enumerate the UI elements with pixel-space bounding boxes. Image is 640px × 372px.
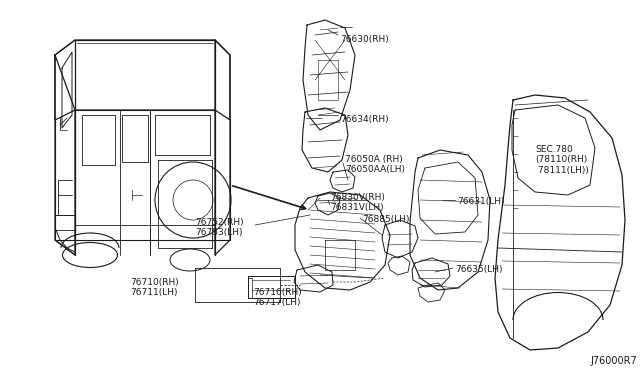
Text: 76635(LH): 76635(LH) xyxy=(455,265,502,274)
Text: 76716(RH)
76717(LH): 76716(RH) 76717(LH) xyxy=(253,288,301,307)
Text: 76710(RH)
76711(LH): 76710(RH) 76711(LH) xyxy=(130,278,179,297)
Text: 76885(LH): 76885(LH) xyxy=(362,215,410,224)
Text: J76000R7: J76000R7 xyxy=(590,356,637,366)
Text: 76050A (RH)
76050AA(LH): 76050A (RH) 76050AA(LH) xyxy=(345,155,405,174)
Text: 76630(RH): 76630(RH) xyxy=(340,35,388,44)
Text: 76634(RH): 76634(RH) xyxy=(340,115,388,124)
Text: 76631(LH): 76631(LH) xyxy=(457,197,504,206)
Text: 76830V(RH)
76831V(LH): 76830V(RH) 76831V(LH) xyxy=(330,193,385,212)
Text: 76752(RH)
76753(LH): 76752(RH) 76753(LH) xyxy=(195,218,244,237)
Text: SEC.780
(78110(RH)
 78111(LH)): SEC.780 (78110(RH) 78111(LH)) xyxy=(535,145,589,175)
